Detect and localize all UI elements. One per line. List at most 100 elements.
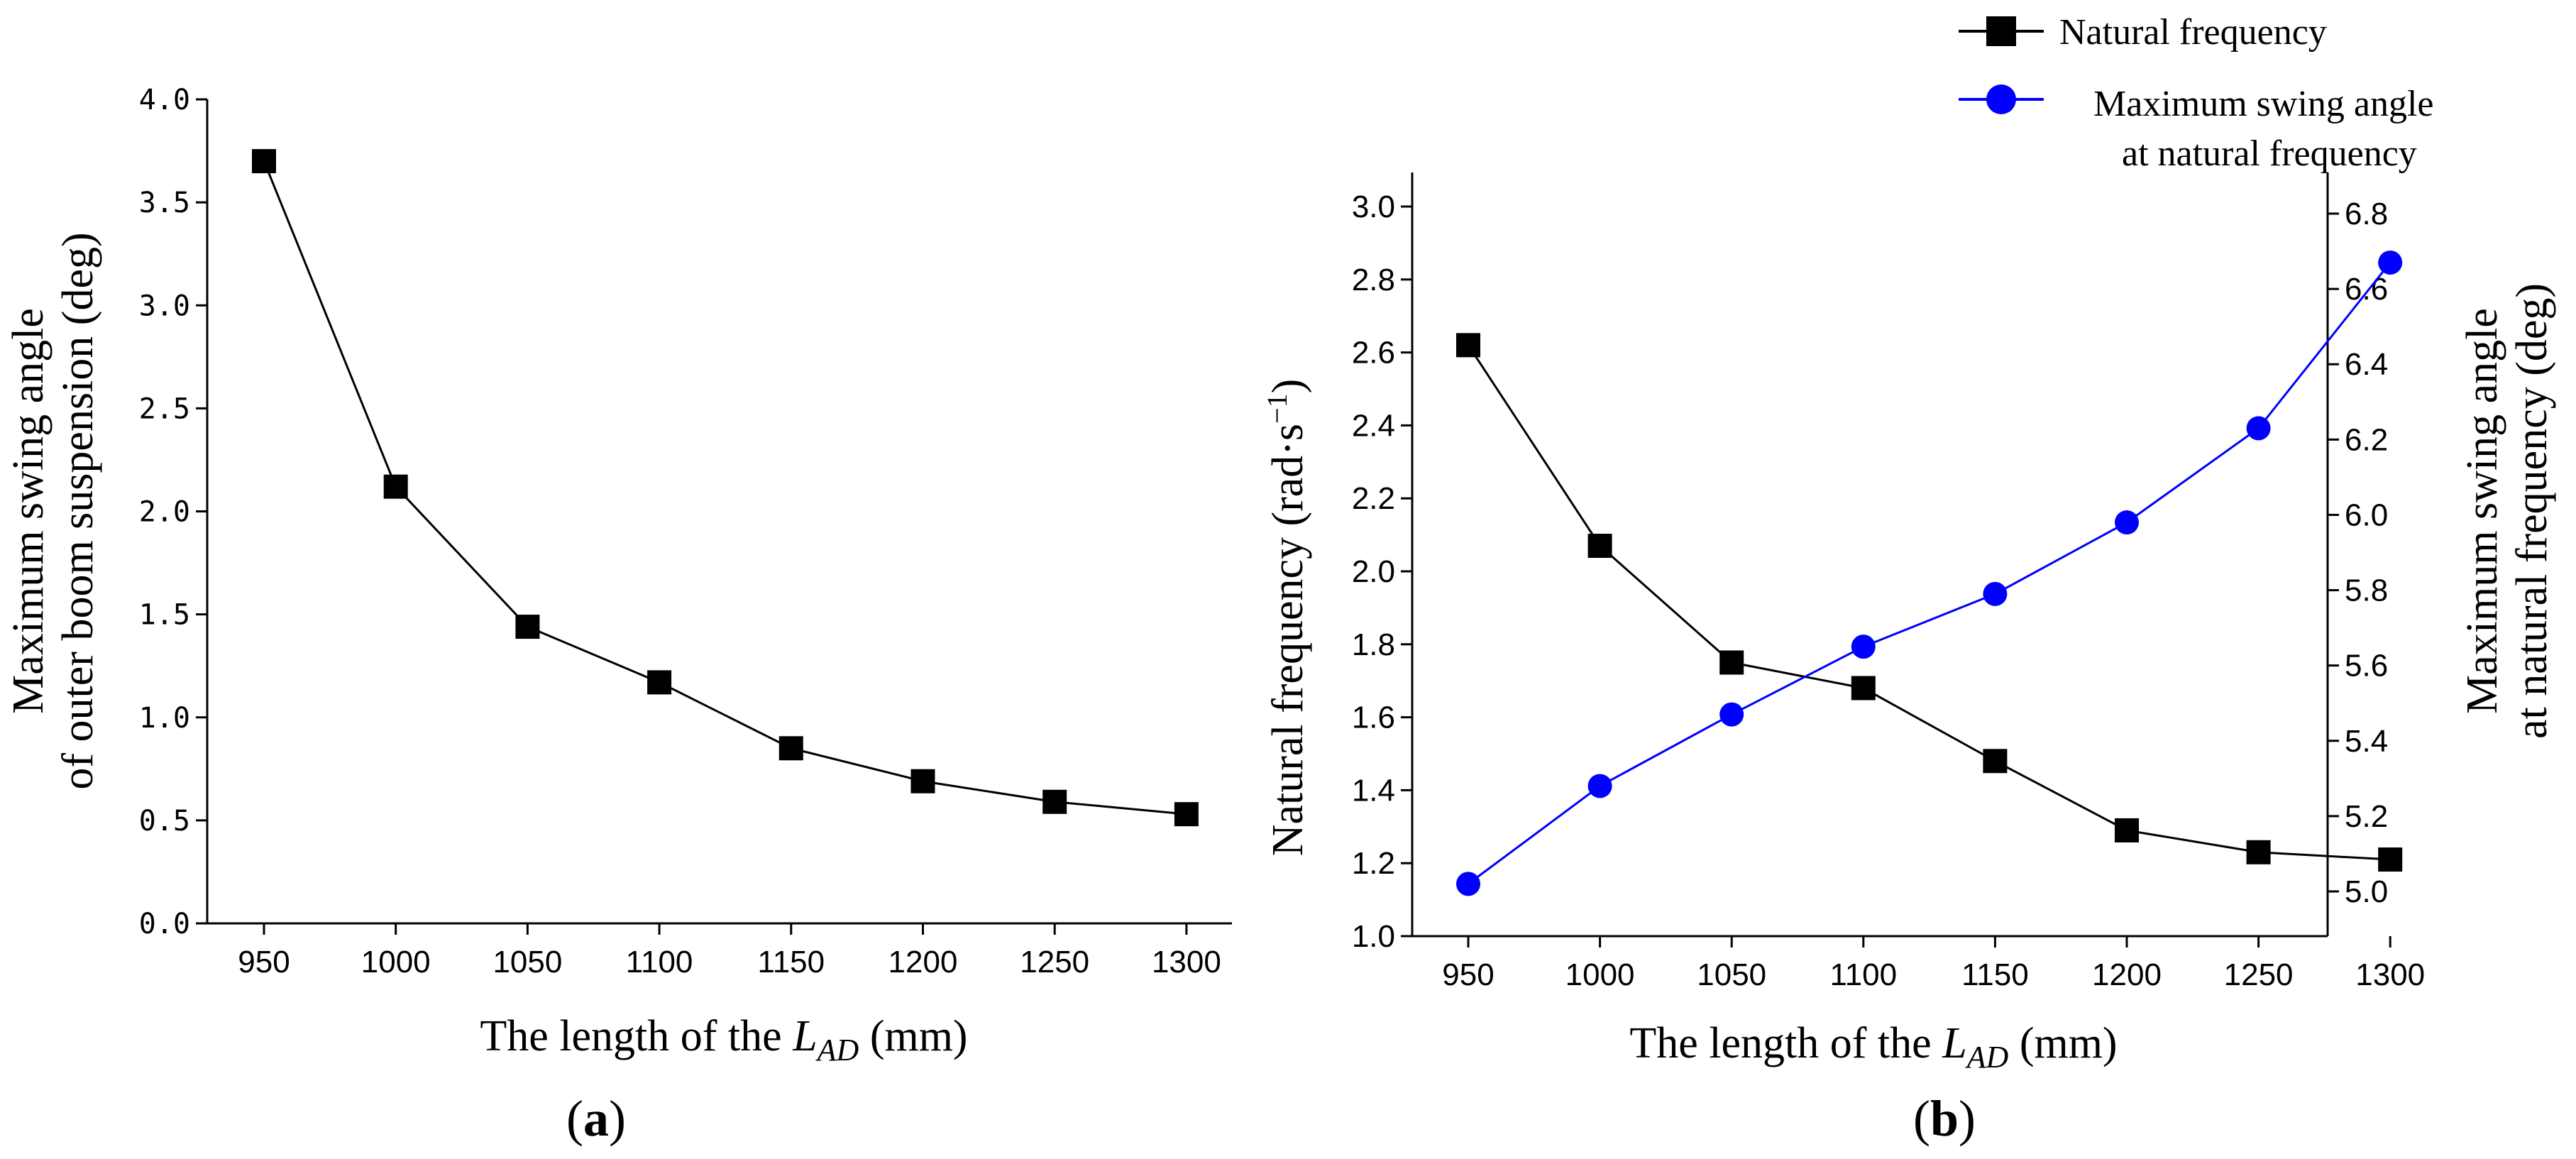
y-left-tick-label: 1.6 [1352,701,1395,735]
chart-a-y-ticks: 0.0 0.5 1.0 1.5 2.0 2.5 3.0 3.5 4.0 [139,84,207,940]
y-right-tick-label: 5.8 [2345,573,2388,608]
data-point-square [383,474,408,499]
legend-label-max-swing-angle-line2: at natural frequency [2122,133,2417,174]
chart-b-axes [1411,172,2329,938]
y-left-tick-label: 2.6 [1352,336,1395,370]
chart-b: 1.0 1.2 1.4 1.6 1.8 2.0 2.2 2.4 2.6 2.8 3.0 5.0 5.2… [1261,12,2556,1147]
data-point-square [2246,840,2271,864]
chart-b-x-ticks: 950 1000 1050 1100 1150 1200 1250 1300 [1442,936,2425,992]
data-point-square [1719,650,1744,675]
x-tick-label: 1100 [1829,957,1897,992]
series-line [1467,344,2391,861]
chart-b-y-right-label-line2: at natural frequency (deg) [2508,283,2556,739]
chart-a-panel-letter: a [583,1090,609,1147]
chart-a-series [252,149,1199,827]
y-tick-label: 4.0 [139,84,190,116]
legend-label-max-swing-angle-line1: Maximum swing angle [2093,84,2434,124]
x-tick-label: 1300 [1152,945,1221,979]
chart-b-x-label-suffix: (mm) [2008,1019,2117,1067]
chart-a-x-label: The length of the LAD (mm) [480,1012,967,1067]
x-tick-label: 1000 [1565,957,1635,992]
chart-a-y-label-line2: of outer boom suspension (deg) [54,232,102,789]
y-right-tick-label: 6.6 [2345,272,2388,307]
x-tick-label: 1050 [492,945,562,979]
x-tick-label: 1200 [888,945,958,979]
chart-b-legend: Natural frequency Maximum swing angle at… [1959,12,2434,174]
chart-b-y-right-label-line1: Maximum swing angle [2458,308,2506,714]
y-tick-label: 1.5 [139,599,190,632]
y-tick-label: 2.5 [139,392,190,425]
x-tick-label: 1250 [1020,945,1089,979]
y-right-tick-label: 6.2 [2345,422,2388,457]
y-tick-label: 0.5 [139,805,190,837]
y-left-tick-label: 2.0 [1352,554,1395,589]
data-point-circle [1456,872,1480,896]
chart-a: 0.0 0.5 1.0 1.5 2.0 2.5 3.0 3.5 4.0 950 1000 1050 1… [4,84,1232,1147]
legend-item-max-swing-angle: Maximum swing angle at natural frequency [1959,84,2434,174]
y-right-tick-label: 5.4 [2345,724,2388,759]
y-right-tick-label: 6.8 [2345,197,2388,231]
chart-b-y-left-label-end: ) [1264,379,1312,394]
y-left-tick-label: 1.4 [1352,773,1395,808]
x-tick-label: 1050 [1697,957,1766,992]
x-tick-label: 950 [1442,957,1494,992]
chart-b-y-left-label: Natural frequency (rad·s−1) [1261,379,1312,857]
y-right-tick-label: 5.2 [2345,799,2388,834]
x-tick-label: 1100 [626,945,693,979]
chart-a-x-label-suffix: (mm) [859,1012,967,1060]
y-right-tick-label: 5.0 [2345,874,2388,909]
chart-b-y-left-label-sup: −1 [1261,393,1293,424]
chart-b-x-label-sub: AD [1965,1040,2009,1075]
chart-b-x-label: The length of the LAD (mm) [1629,1019,2117,1075]
data-point-square [647,670,672,695]
y-right-tick-label: 5.6 [2345,649,2388,683]
x-tick-label: 1300 [2355,957,2425,992]
data-point-square [1587,534,1612,559]
chart-b-series [1456,250,2403,896]
x-tick-label: 1150 [1961,957,2029,992]
data-point-square [252,149,276,174]
y-right-tick-label: 6.4 [2345,347,2388,382]
legend-square-marker-icon [1986,16,2016,46]
chart-b-y-left-ticks: 1.0 1.2 1.4 1.6 1.8 2.0 2.2 2.4 2.6 2.8 3.0 [1352,189,1412,954]
y-tick-label: 3.5 [139,187,190,219]
x-tick-label: 1150 [757,945,825,979]
x-tick-label: 950 [238,945,290,979]
y-tick-label: 0.0 [139,908,190,940]
chart-a-x-label-sub: AD [815,1033,859,1067]
series-line [1468,262,2391,885]
y-left-tick-label: 2.2 [1352,481,1395,516]
chart-b-x-label-prefix: The length of the [1629,1019,1942,1067]
data-point-circle [1587,774,1612,798]
data-point-circle [1719,702,1744,727]
y-left-tick-label: 2.8 [1352,263,1395,297]
y-tick-label: 2.0 [139,496,190,529]
chart-b-y-left-label-text: Natural frequency (rad·s [1264,424,1312,856]
chart-b-panel-label: (b) [1913,1090,1976,1147]
y-left-tick-label: 1.2 [1352,846,1395,881]
x-tick-label: 1000 [361,945,431,979]
y-tick-label: 3.0 [139,290,190,322]
chart-b-x-label-var: L [1942,1019,1966,1067]
data-point-circle [1851,635,1876,659]
chart-a-axes [206,99,1232,925]
y-left-tick-label: 1.0 [1352,919,1395,954]
data-point-square [1983,749,2008,774]
chart-a-panel-label: (a) [566,1090,626,1147]
x-tick-label: 1200 [2092,957,2162,992]
data-point-square [778,736,803,761]
data-point-circle [2115,510,2139,535]
y-right-tick-label: 6.0 [2345,498,2388,532]
data-point-square [910,769,935,793]
x-tick-label: 1250 [2224,957,2294,992]
data-point-square [2378,847,2403,872]
data-point-square [1851,676,1876,701]
legend-item-natural-frequency: Natural frequency [1959,12,2327,53]
y-left-tick-label: 3.0 [1352,189,1395,224]
data-point-circle [2378,250,2403,275]
data-point-square [2115,818,2139,842]
legend-circle-marker-icon [1986,84,2016,114]
data-point-square [1456,333,1480,358]
legend-label-natural-frequency: Natural frequency [2059,12,2327,53]
